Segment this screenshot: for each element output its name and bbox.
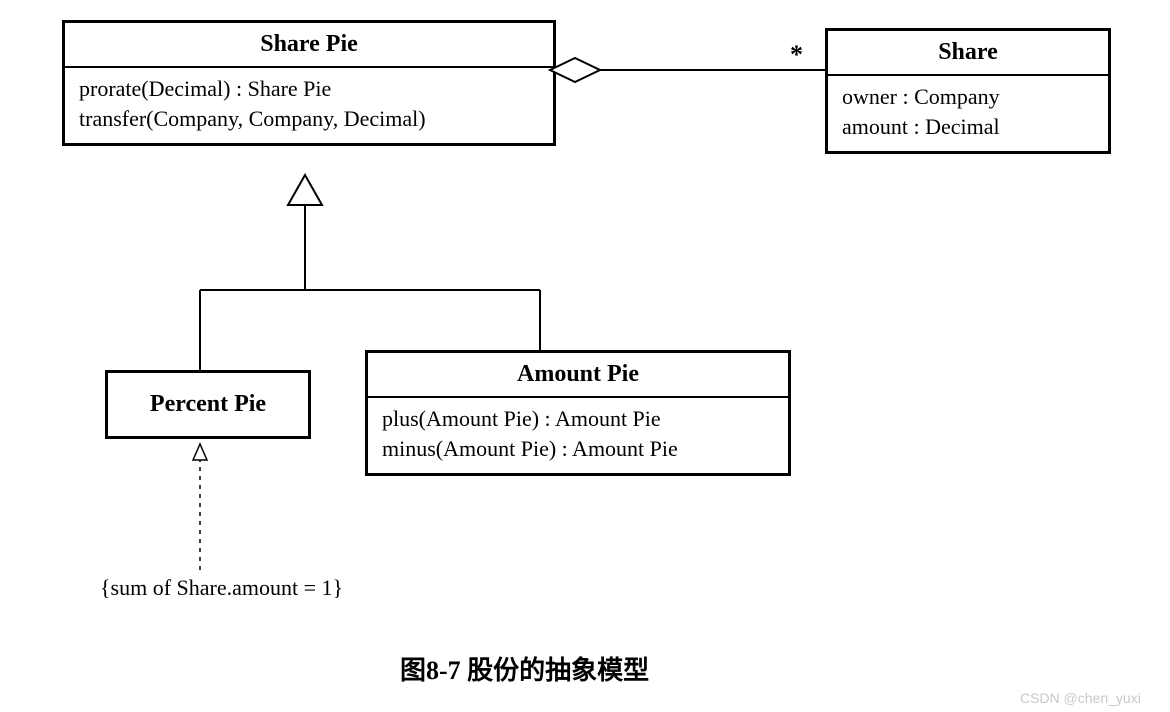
class-title: Share (828, 31, 1108, 76)
class-members: owner : Company amount : Decimal (828, 76, 1108, 151)
class-members: plus(Amount Pie) : Amount Pie minus(Amou… (368, 398, 788, 473)
member-line: owner : Company (842, 82, 1094, 112)
member-line: minus(Amount Pie) : Amount Pie (382, 434, 774, 464)
member-line: amount : Decimal (842, 112, 1094, 142)
figure-caption: 图8-7 股份的抽象模型 (400, 650, 649, 687)
member-line: prorate(Decimal) : Share Pie (79, 74, 539, 104)
class-share: Share owner : Company amount : Decimal (825, 28, 1111, 154)
class-percent-pie: Percent Pie (105, 370, 311, 439)
class-title: Share Pie (65, 23, 553, 68)
note-link-arrowhead-icon (193, 444, 207, 460)
member-line: plus(Amount Pie) : Amount Pie (382, 404, 774, 434)
class-share-pie: Share Pie prorate(Decimal) : Share Pie t… (62, 20, 556, 146)
generalization-triangle-icon (288, 175, 322, 205)
watermark-text: CSDN @chen_yuxi (1020, 690, 1141, 706)
constraint-text: {sum of Share.amount = 1} (100, 575, 343, 601)
member-line: transfer(Company, Company, Decimal) (79, 104, 539, 134)
aggregation-diamond-icon (550, 58, 600, 82)
class-amount-pie: Amount Pie plus(Amount Pie) : Amount Pie… (365, 350, 791, 476)
class-title: Amount Pie (368, 353, 788, 398)
multiplicity-star: * (790, 40, 803, 70)
class-members: prorate(Decimal) : Share Pie transfer(Co… (65, 68, 553, 143)
class-title: Percent Pie (108, 373, 308, 436)
